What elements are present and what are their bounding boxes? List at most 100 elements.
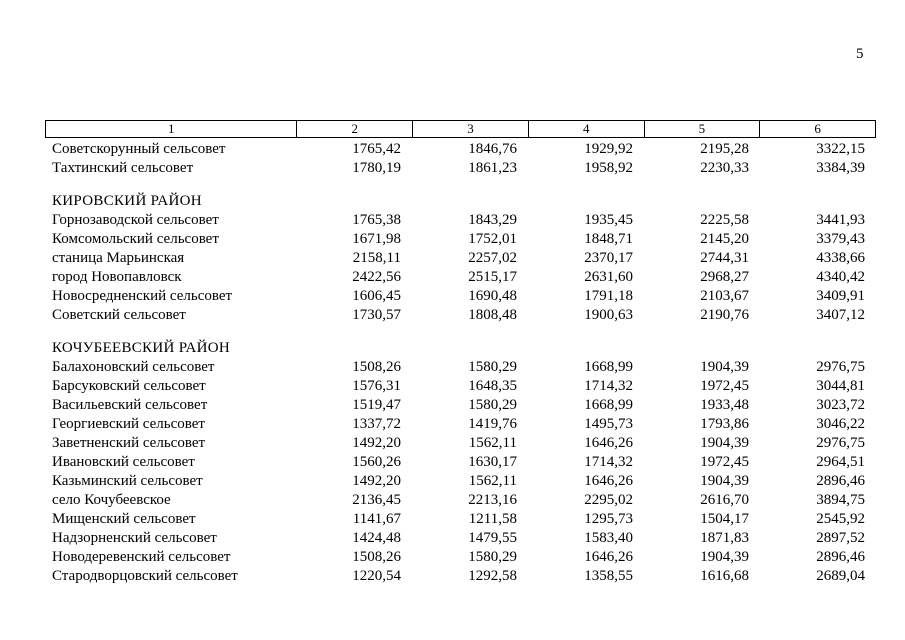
row-value: 3384,39 bbox=[816, 160, 865, 176]
section-row: КОЧУБЕЕВСКИЙ РАЙОН bbox=[45, 339, 876, 358]
row-label: Казьминский сельсовет bbox=[52, 473, 203, 489]
row-value: 1780,19 bbox=[352, 160, 401, 176]
row-value: 1519,47 bbox=[352, 397, 401, 413]
row-value: 1904,39 bbox=[700, 359, 749, 375]
row-value: 3409,91 bbox=[816, 288, 865, 304]
row-label: Георгиевский сельсовет bbox=[52, 416, 205, 432]
row-value: 1419,76 bbox=[468, 416, 517, 432]
row-value: 2422,56 bbox=[352, 269, 401, 285]
row-value: 1871,83 bbox=[700, 530, 749, 546]
column-header: 3 bbox=[412, 121, 528, 137]
table-row: Георгиевский сельсовет 1337,72 1419,76 1495… bbox=[45, 415, 876, 434]
column-header: 6 bbox=[759, 121, 875, 137]
row-value: 1765,38 bbox=[352, 212, 401, 228]
row-value: 2976,75 bbox=[816, 435, 865, 451]
row-label: Советский сельсовет bbox=[52, 307, 186, 323]
row-value: 1690,48 bbox=[468, 288, 517, 304]
row-value: 1492,20 bbox=[352, 473, 401, 489]
row-value: 1646,26 bbox=[584, 473, 633, 489]
row-value: 3046,22 bbox=[816, 416, 865, 432]
table-row: Заветненский сельсовет 1492,20 1562,11 1646… bbox=[45, 434, 876, 453]
row-value: 1492,20 bbox=[352, 435, 401, 451]
row-value: 1292,58 bbox=[468, 568, 517, 584]
row-value: 1808,48 bbox=[468, 307, 517, 323]
section-row: КИРОВСКИЙ РАЙОН bbox=[45, 192, 876, 211]
row-value: 1580,29 bbox=[468, 549, 517, 565]
row-value: 2515,17 bbox=[468, 269, 517, 285]
row-value: 2896,46 bbox=[816, 473, 865, 489]
row-value: 1765,42 bbox=[352, 141, 401, 157]
row-value: 2370,17 bbox=[584, 250, 633, 266]
row-value: 1714,32 bbox=[584, 454, 633, 470]
row-value: 1933,48 bbox=[700, 397, 749, 413]
row-value: 2230,33 bbox=[700, 160, 749, 176]
table-row: станица Марьинская 2158,11 2257,02 2370,17 2… bbox=[45, 249, 876, 268]
row-label: Горнозаводской сельсовет bbox=[52, 212, 219, 228]
row-value: 2976,75 bbox=[816, 359, 865, 375]
table-row: Барсуковский сельсовет 1576,31 1648,35 1714… bbox=[45, 377, 876, 396]
row-label: Барсуковский сельсовет bbox=[52, 378, 206, 394]
row-value: 1791,18 bbox=[584, 288, 633, 304]
row-value: 2545,92 bbox=[816, 511, 865, 527]
row-label: Новосредненский сельсовет bbox=[52, 288, 233, 304]
table-row: город Новопавловск 2422,56 2515,17 2631,60 2… bbox=[45, 268, 876, 287]
row-value: 2896,46 bbox=[816, 549, 865, 565]
row-value: 1479,55 bbox=[468, 530, 517, 546]
row-label: Балахоновский сельсовет bbox=[52, 359, 215, 375]
row-value: 2689,04 bbox=[816, 568, 865, 584]
section-title: КИРОВСКИЙ РАЙОН bbox=[52, 193, 202, 209]
row-value: 1861,23 bbox=[468, 160, 517, 176]
row-label: Надзорненский сельсовет bbox=[52, 530, 217, 546]
row-value: 4340,42 bbox=[816, 269, 865, 285]
row-value: 2213,16 bbox=[468, 492, 517, 508]
row-value: 3023,72 bbox=[816, 397, 865, 413]
page-number: 5 bbox=[856, 46, 864, 62]
row-value: 3407,12 bbox=[816, 307, 865, 323]
row-value: 2897,52 bbox=[816, 530, 865, 546]
row-value: 1141,67 bbox=[352, 511, 401, 527]
row-value: 1580,29 bbox=[468, 397, 517, 413]
row-value: 3894,75 bbox=[816, 492, 865, 508]
row-value: 1580,29 bbox=[468, 359, 517, 375]
row-value: 2295,02 bbox=[584, 492, 633, 508]
row-value: 1929,92 bbox=[584, 141, 633, 157]
row-label: Стародворцовский сельсовет bbox=[52, 568, 238, 584]
row-value: 1616,68 bbox=[700, 568, 749, 584]
row-value: 2190,76 bbox=[700, 307, 749, 323]
row-value: 1904,39 bbox=[700, 435, 749, 451]
row-value: 2195,28 bbox=[700, 141, 749, 157]
column-header: 1 bbox=[167, 121, 175, 136]
row-value: 1714,32 bbox=[584, 378, 633, 394]
row-value: 3322,15 bbox=[816, 141, 865, 157]
row-value: 1583,40 bbox=[584, 530, 633, 546]
row-value: 2257,02 bbox=[468, 250, 517, 266]
table-row: Новосредненский сельсовет 1606,45 1690,48 1… bbox=[45, 287, 876, 306]
row-value: 4338,66 bbox=[816, 250, 865, 266]
row-value: 1848,71 bbox=[584, 231, 633, 247]
row-value: 1752,01 bbox=[468, 231, 517, 247]
table-row: Комсомольский сельсовет 1671,98 1752,01 184… bbox=[45, 230, 876, 249]
row-value: 1211,58 bbox=[468, 511, 517, 527]
row-value: 1424,48 bbox=[352, 530, 401, 546]
table-row: Стародворцовский сельсовет 1220,54 1292,58… bbox=[45, 567, 876, 586]
table-row: село Кочубеевское 2136,45 2213,16 2295,02 26… bbox=[45, 491, 876, 510]
row-value: 1337,72 bbox=[352, 416, 401, 432]
row-value: 1730,57 bbox=[352, 307, 401, 323]
row-label: Заветненский сельсовет bbox=[52, 435, 206, 451]
row-value: 1576,31 bbox=[352, 378, 401, 394]
table-row: Ивановский сельсовет 1560,26 1630,17 1714,3… bbox=[45, 453, 876, 472]
row-label: Тахтинский сельсовет bbox=[52, 160, 194, 176]
row-value: 1646,26 bbox=[584, 549, 633, 565]
column-header: 5 bbox=[643, 121, 760, 137]
row-value: 3379,43 bbox=[816, 231, 865, 247]
row-value: 1562,11 bbox=[468, 473, 517, 489]
table-row: Новодеревенский сельсовет 1508,26 1580,29 1… bbox=[45, 548, 876, 567]
row-value: 1972,45 bbox=[700, 378, 749, 394]
column-header: 4 bbox=[527, 121, 644, 137]
row-value: 1504,17 bbox=[700, 511, 749, 527]
table-row: Тахтинский сельсовет 1780,19 1861,23 1958,9… bbox=[45, 159, 876, 178]
row-value: 1972,45 bbox=[700, 454, 749, 470]
table-row: Казьминский сельсовет 1492,20 1562,11 1646,… bbox=[45, 472, 876, 491]
